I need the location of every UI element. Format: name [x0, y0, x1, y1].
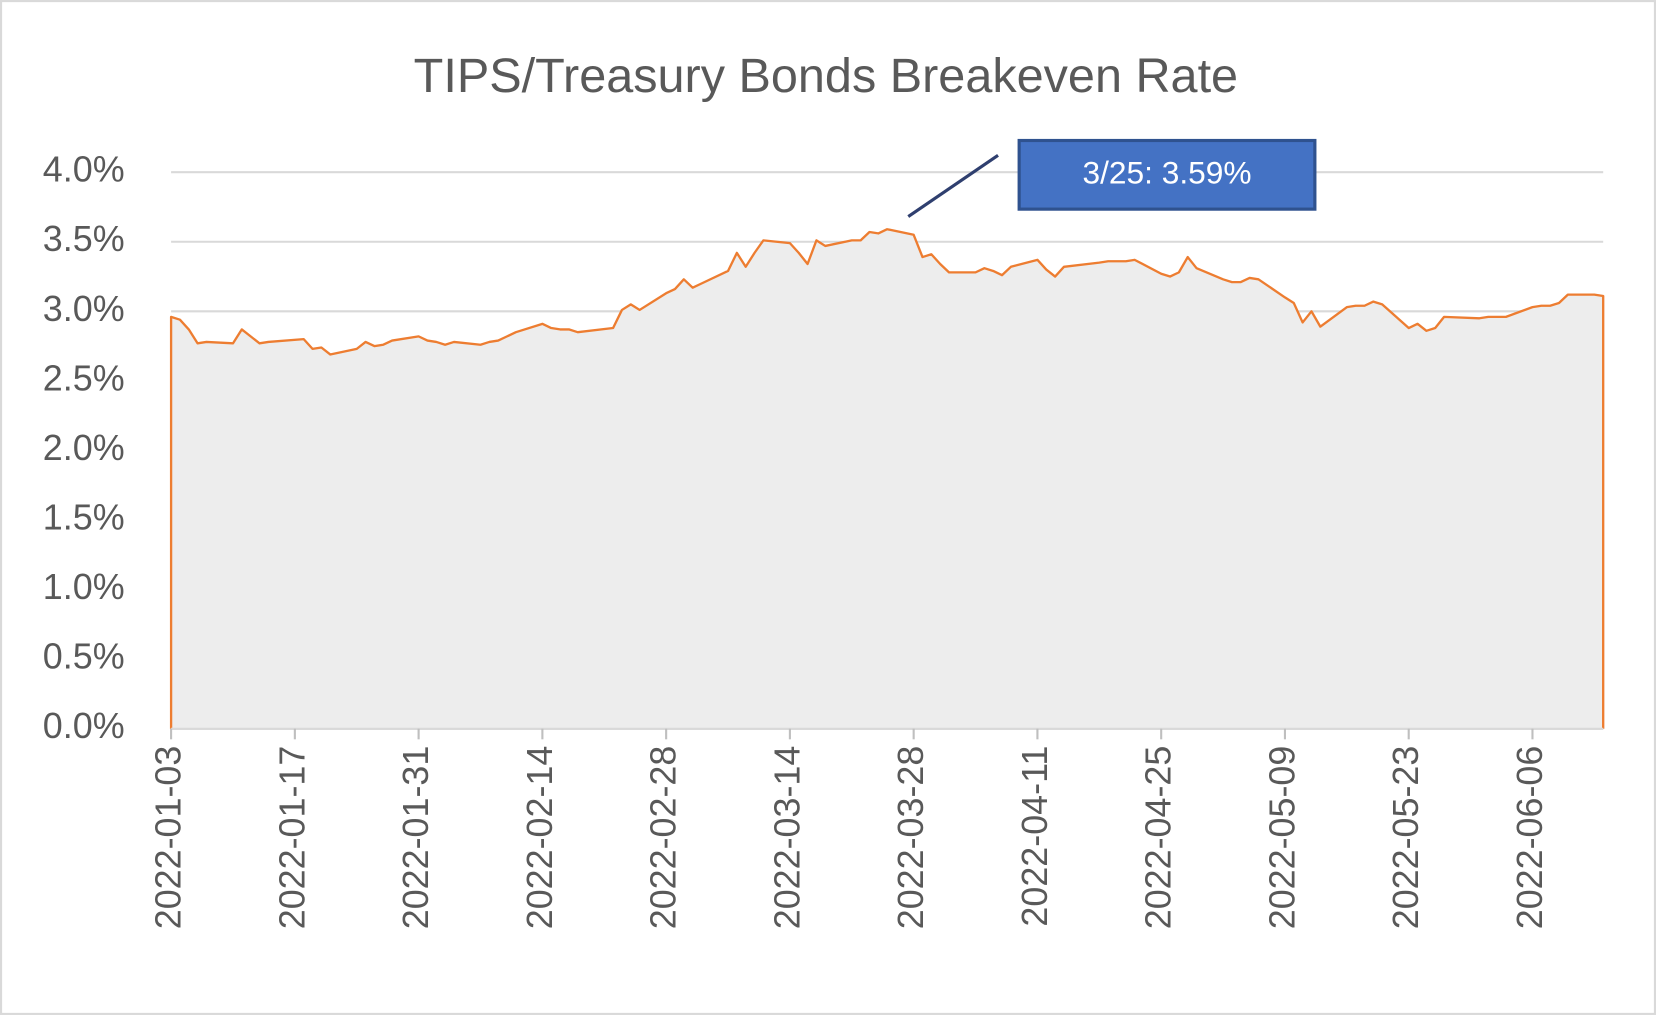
x-tick-label: 2022-02-14 — [520, 746, 560, 930]
y-tick-label: 2.0% — [43, 428, 125, 468]
area — [171, 229, 1604, 729]
y-tick-label: 2.5% — [43, 358, 125, 398]
x-tick-label: 2022-05-23 — [1386, 746, 1426, 930]
x-tick-label: 2022-01-17 — [272, 746, 312, 930]
y-tick-label: 3.5% — [43, 219, 125, 259]
y-tick-label: 0.5% — [43, 637, 125, 677]
y-tick-label: 4.0% — [43, 150, 125, 190]
annotation-box — [1017, 138, 1317, 211]
y-tick-label: 1.0% — [43, 567, 125, 607]
annotation-leader — [907, 153, 999, 218]
annotation-text: 3/25: 3.59% — [1082, 155, 1251, 191]
chart-title: TIPS/Treasury Bonds Breakeven Rate — [414, 49, 1238, 103]
x-tick-label: 2022-03-28 — [891, 746, 931, 930]
area-edge — [169, 228, 1605, 729]
x-tick-label: 2022-04-25 — [1139, 746, 1179, 930]
x-tick-label: 2022-03-14 — [767, 746, 807, 930]
y-tick-label: 3.0% — [43, 289, 125, 329]
x-tick-label: 2022-04-11 — [1015, 746, 1055, 927]
y-tick-label: 1.5% — [43, 498, 125, 538]
x-tick-label: 2022-02-28 — [644, 746, 684, 930]
x-tick-label: 2022-01-31 — [396, 746, 436, 930]
y-tick-label: 0.0% — [43, 706, 125, 746]
x-tick-label: 2022-05-09 — [1262, 746, 1302, 930]
x-tick-label: 2022-06-06 — [1510, 746, 1550, 930]
x-tick-label: 2022-01-03 — [149, 746, 189, 930]
